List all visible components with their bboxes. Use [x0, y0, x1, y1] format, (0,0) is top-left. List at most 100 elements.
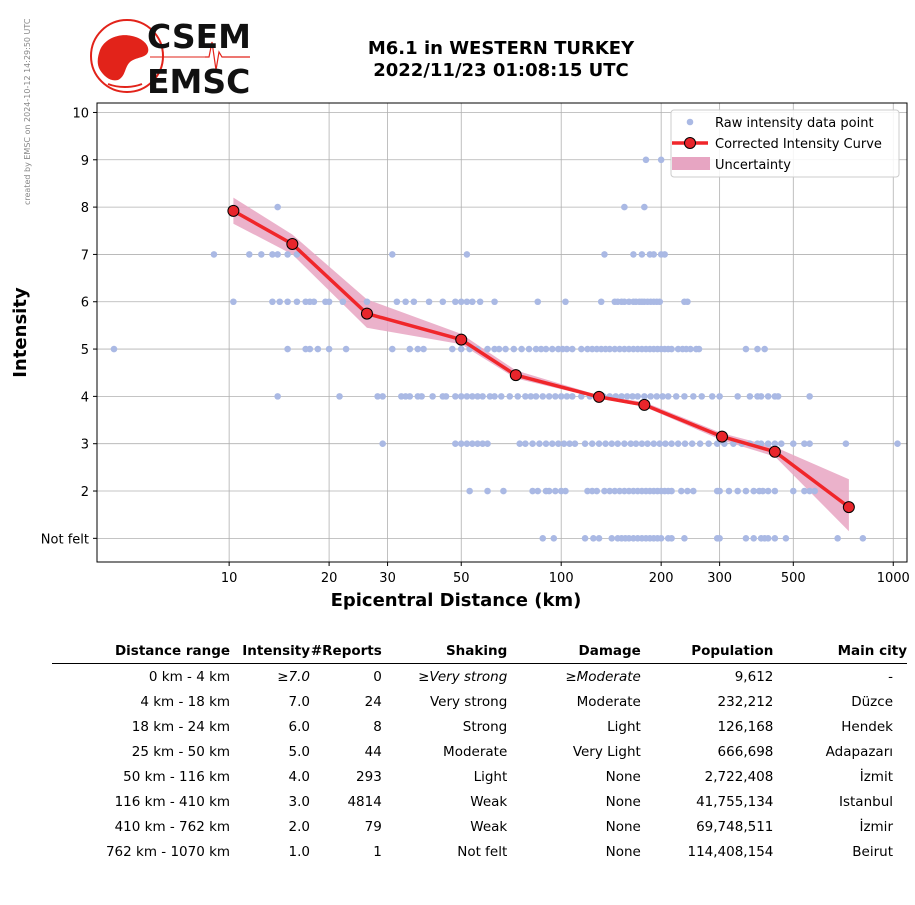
raw-data-point — [536, 440, 543, 448]
table-cell: 9,612 — [734, 668, 774, 685]
x-tick-label: 200 — [649, 571, 674, 586]
raw-data-point — [588, 440, 596, 448]
table-row: 25 km - 50 km 5.0 44 Moderate Very Light 666,… — [52, 739, 907, 764]
raw-data-point — [568, 345, 576, 353]
raw-data-point — [634, 393, 642, 400]
raw-data-point — [293, 251, 301, 258]
raw-data-point — [476, 298, 484, 306]
raw-data-point — [542, 440, 550, 448]
table-cell: 410 km - 762 km — [114, 818, 231, 835]
curve-marker — [227, 204, 240, 217]
column-header: Damage — [507, 640, 641, 664]
table-cell: İzmir — [859, 818, 893, 835]
table-cell: 2.0 — [288, 818, 311, 835]
table-cell: Hendek — [841, 718, 893, 735]
raw-data-point — [644, 440, 651, 448]
raw-data-point — [463, 440, 471, 448]
raw-data-point — [539, 393, 547, 400]
table-header-row: Distance range Intensity #Reports Shaking Da… — [52, 640, 907, 664]
raw-data-point — [690, 393, 697, 400]
curve-marker — [593, 390, 606, 403]
raw-data-point — [623, 393, 631, 400]
y-tick-label: 7 — [81, 248, 89, 263]
table-cell: 0 km - 4 km — [148, 668, 231, 685]
raw-data-point — [759, 487, 767, 495]
raw-data-point — [668, 487, 675, 495]
raw-data-point — [588, 345, 596, 353]
raw-data-point — [469, 440, 476, 448]
y-tick-label: Not felt — [41, 532, 89, 547]
table-row: 0 km - 4 km ≥7.0 0 ≥Very strong ≥Moderate 9,6… — [52, 664, 907, 690]
raw-data-point — [325, 298, 333, 306]
raw-data-point — [379, 440, 386, 448]
raw-data-point — [611, 345, 619, 353]
raw-data-point — [708, 393, 716, 400]
raw-data-point — [656, 298, 664, 306]
table-cell: 116 km - 410 km — [114, 793, 231, 810]
raw-data-point — [484, 345, 491, 353]
raw-data-point — [584, 487, 591, 495]
raw-data-point — [474, 393, 481, 400]
raw-data-point — [725, 487, 733, 495]
raw-data-point — [806, 440, 813, 448]
x-tick-label: 100 — [549, 571, 574, 586]
raw-data-point — [650, 440, 658, 448]
raw-data-point — [336, 393, 343, 400]
x-axis-label: Epicentral Distance (km) — [331, 590, 582, 611]
table-cell: Moderate — [576, 693, 641, 710]
raw-data-point — [548, 345, 556, 353]
raw-data-point — [638, 251, 646, 258]
table-cell: 8 — [373, 718, 382, 735]
x-tick-label: 30 — [379, 571, 396, 586]
raw-data-point — [342, 345, 350, 353]
uncertainty-band — [233, 197, 849, 532]
raw-data-point — [834, 535, 841, 542]
raw-data-point — [688, 440, 696, 448]
logo-text-emsc: EMSC — [147, 62, 250, 101]
curve-marker — [360, 307, 373, 320]
raw-data-point — [388, 251, 396, 258]
legend-raw-marker — [686, 118, 694, 126]
raw-data-point — [771, 487, 779, 495]
raw-data-point — [581, 440, 589, 448]
curve-marker — [768, 445, 781, 458]
raw-data-point — [230, 298, 237, 306]
raw-data-point — [474, 440, 481, 448]
table-cell: None — [605, 768, 641, 785]
raw-data-point — [761, 345, 768, 353]
raw-data-point — [374, 393, 381, 400]
raw-data-point — [552, 393, 559, 400]
curve-marker — [638, 398, 651, 411]
plot-frame — [96, 102, 908, 563]
table-cell: Istanbul — [838, 793, 893, 810]
raw-data-point — [811, 487, 818, 495]
raw-data-point — [698, 393, 706, 400]
raw-data-point — [502, 345, 509, 353]
raw-data-point — [491, 298, 498, 306]
raw-data-point — [578, 345, 585, 353]
column-header: Population — [640, 640, 774, 664]
table-cell: 2,722,408 — [704, 768, 774, 785]
raw-data-point — [764, 440, 772, 448]
table-cell: 4 km - 18 km — [140, 693, 231, 710]
raw-data-point — [656, 440, 664, 448]
raw-data-point — [606, 487, 614, 495]
raw-data-point — [806, 487, 813, 495]
table-cell: 1 — [373, 843, 382, 860]
curve-marker — [286, 238, 299, 251]
table-cell: 50 km - 116 km — [123, 768, 231, 785]
raw-data-point — [742, 535, 750, 542]
raw-data-point — [593, 487, 601, 495]
table-row: 50 km - 116 km 4.0 293 Light None 2,722,408 İz… — [52, 764, 907, 789]
table-cell: ≥Very strong — [418, 668, 508, 685]
raw-data-point — [500, 487, 507, 495]
raw-data-point — [402, 298, 409, 306]
raw-data-point — [425, 298, 433, 306]
raw-data-point — [750, 535, 758, 542]
raw-data-point — [491, 393, 498, 400]
intensity-summary-table: Distance range Intensity #Reports Shaking Da… — [52, 640, 907, 864]
raw-data-point — [750, 487, 758, 495]
raw-data-point — [602, 440, 609, 448]
raw-data-point — [716, 487, 723, 495]
table-cell: 5.0 — [288, 743, 311, 760]
